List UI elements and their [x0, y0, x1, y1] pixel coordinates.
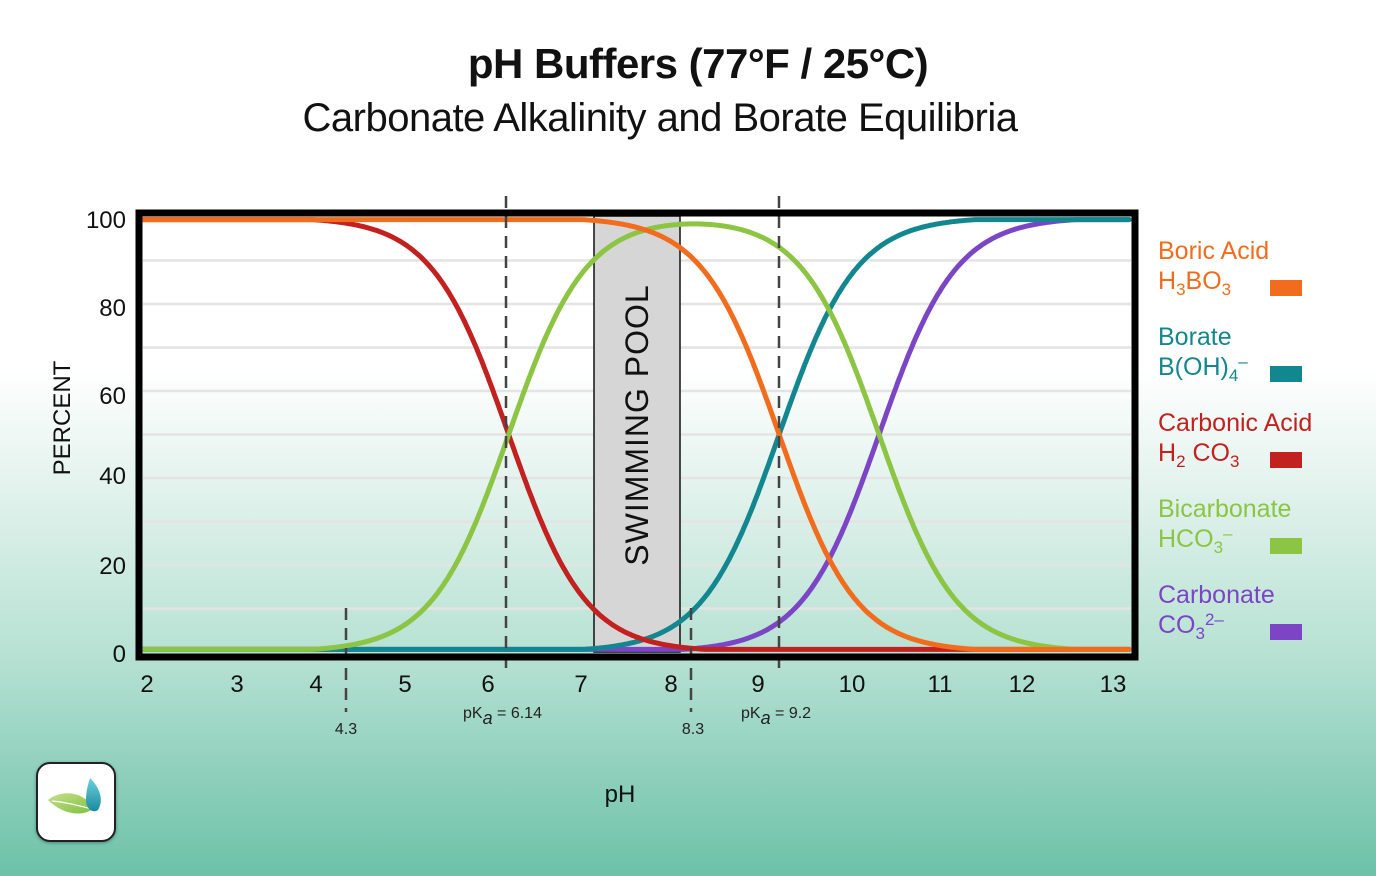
marker-label-8-3: 8.3 — [682, 721, 704, 738]
legend-formula: HCO3– — [1158, 524, 1233, 557]
y-tick-label: 0 — [113, 641, 126, 668]
legend-item: Carbonic Acid H2 CO3 — [1158, 408, 1368, 494]
legend-swatch — [1270, 366, 1302, 382]
x-tick-label: 4 — [309, 671, 322, 698]
x-tick-label: 12 — [1009, 671, 1036, 698]
legend-item: Boric Acid H3BO3 — [1158, 236, 1368, 322]
chart-title: pH Buffers (77°F / 25°C) — [467, 40, 929, 87]
legend-formula: CO32– — [1158, 610, 1224, 643]
reference-lines — [344, 196, 781, 712]
legend-formula: H3BO3 — [1158, 267, 1232, 299]
legend-swatch — [1270, 452, 1302, 468]
plot-frame — [135, 209, 1139, 661]
x-tick-label: 11 — [928, 671, 953, 698]
legend-name: Carbonic Acid — [1158, 409, 1313, 437]
swimming-pool-band — [593, 215, 681, 653]
y-tick-label: 60 — [99, 383, 126, 410]
x-tick-label: 3 — [230, 671, 243, 698]
x-tick-label: 9 — [751, 671, 764, 698]
legend-item: Borate B(OH)4– — [1158, 322, 1368, 408]
curve-bicarbonate — [140, 221, 1132, 652]
x-tick-label: 13 — [1100, 671, 1127, 698]
legend-swatch — [1270, 280, 1302, 296]
legend-item: Bicarbonate HCO3– — [1158, 494, 1368, 580]
legend-swatch — [1270, 624, 1302, 640]
legend-name: Borate — [1158, 323, 1232, 351]
x-tick-label: 5 — [398, 671, 411, 698]
legend-item: Carbonate CO32– — [1158, 580, 1368, 666]
legend-name: Bicarbonate — [1158, 495, 1292, 523]
chart-subtitle: Carbonate Alkalinity and Borate Equilibr… — [302, 96, 1019, 140]
y-tick-label: 80 — [99, 295, 126, 322]
legend-formula: H2 CO3 — [1158, 439, 1240, 471]
x-tick-label: 10 — [839, 671, 866, 698]
legend-name: Carbonate — [1158, 581, 1275, 609]
legend-name: Boric Acid — [1158, 237, 1270, 265]
y-axis-title: PERCENT — [49, 360, 76, 475]
x-tick-label: 6 — [481, 671, 494, 698]
y-tick-label: 20 — [99, 553, 126, 580]
legend-swatch — [1270, 538, 1302, 554]
swimming-pool-label: SWIMMING POOL — [619, 284, 655, 565]
legend: Boric Acid H3BO3 Borate B(OH)4– Carbonic Aci… — [1158, 236, 1368, 666]
legend-formula: B(OH)4– — [1158, 352, 1248, 385]
x-axis-ticks: 2 3 4 5 6 7 8 9 10 11 12 13 — [140, 671, 1126, 698]
x-tick-label: 8 — [664, 671, 677, 698]
pka1-label: pKa = 6.14 — [463, 705, 542, 728]
x-axis-title: pH — [605, 781, 636, 808]
marker-label-4-3: 4.3 — [335, 721, 357, 738]
leaf-drop-icon — [48, 778, 101, 814]
x-tick-label: 2 — [140, 671, 153, 698]
curves — [140, 217, 1132, 652]
y-axis-ticks: 0 20 40 60 80 100 — [86, 207, 126, 668]
x-tick-label: 7 — [574, 671, 587, 698]
y-tick-label: 100 — [86, 207, 126, 234]
curve-boric — [140, 217, 1132, 652]
y-tick-label: 40 — [99, 463, 126, 490]
pka2-label: pKa = 9.2 — [741, 705, 811, 728]
brand-logo — [36, 762, 116, 842]
